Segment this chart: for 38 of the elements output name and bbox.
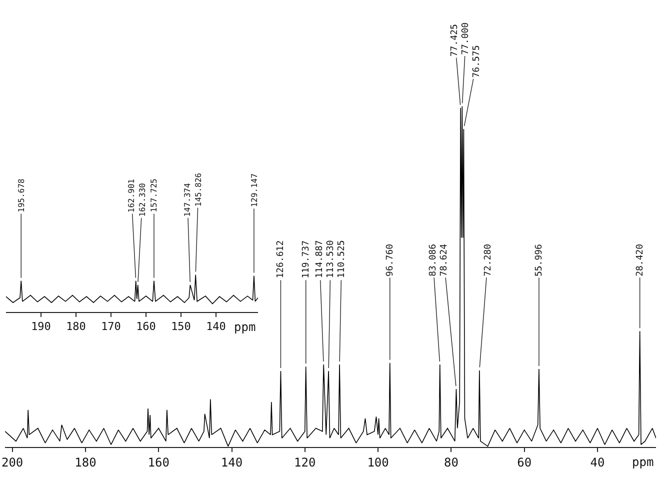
annotation: 195.678 [16,178,26,212]
x-tick-label: 160 [136,320,156,334]
x-tick-label: 170 [101,320,121,334]
annotation: 78.624 [439,244,450,276]
annotation: 129.147 [250,173,259,208]
annotation: 126.612 [276,240,286,278]
annotation: 145.826 [194,172,204,207]
annotation: 77.425 [450,24,460,57]
annotation: 77.000 [460,22,471,55]
x-tick-label: 140 [220,455,243,470]
annotation: 76.575 [472,45,482,78]
x-tick-label: 160 [148,455,170,470]
x-tick-label: 140 [206,320,226,334]
x-tick-label: 60 [517,455,532,470]
x-tick-label: 180 [66,320,86,334]
annotation: 162.901 [127,178,136,213]
annotation: 28.420 [635,244,646,276]
x-tick-label: 100 [367,455,389,470]
annotation: 110.525 [336,240,347,278]
x-tick-label: 180 [74,455,96,470]
x-tick-label: 200 [1,455,24,470]
x-tick-label: 40 [590,455,605,470]
annotation: 55.996 [534,244,544,277]
annotation: 96.760 [385,244,396,276]
x-tick-label: 120 [294,455,316,470]
annotation: 147.374 [183,182,192,217]
x-tick-label: 190 [31,320,51,334]
annotation: 113.530 [326,240,336,278]
annotation: 157.725 [150,178,159,212]
annotation: 114.887 [314,240,325,278]
annotation: 162.330 [138,182,147,217]
x-axis-title: ppm [234,320,256,334]
annotation: 83.086 [428,244,438,276]
annotation: 119.737 [301,240,312,278]
x-axis-title: ppm [632,455,654,469]
x-tick-label: 150 [171,320,191,334]
x-tick-label: 80 [444,455,458,470]
annotation: 72.280 [483,244,494,276]
